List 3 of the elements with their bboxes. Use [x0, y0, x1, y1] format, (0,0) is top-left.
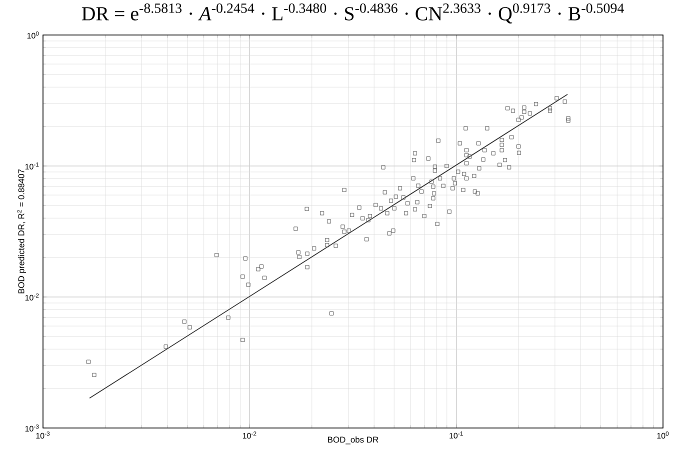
x-axis-title: BOD_obs DR	[328, 436, 378, 444]
chart-title: DR = e$^{-8.5813}$ · A$^{-0.2454}$ · L$^{-0.3480}$ · S$^{-0.4836}$ · CN$^{2.3633}$ · Q$^{0.9173}$ · B$^{-0.5094}$	[82, 3, 624, 24]
y-axis-title: BOD predicted DR, R$^{2}$ = 0.88407	[17, 169, 26, 294]
